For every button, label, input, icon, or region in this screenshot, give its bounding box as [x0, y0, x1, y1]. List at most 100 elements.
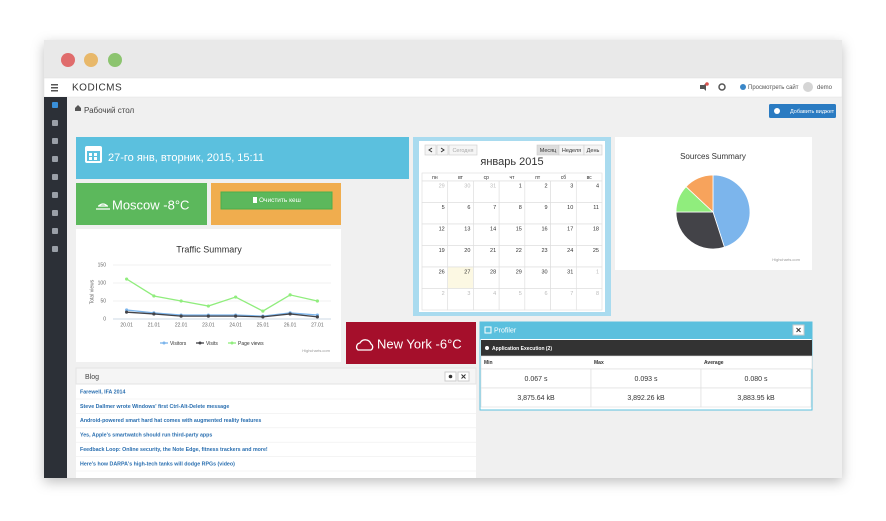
table-value: 0.093 s	[635, 376, 658, 383]
moscow-weather-widget	[76, 183, 207, 225]
data-point	[234, 314, 238, 318]
blog-title: Blog	[85, 374, 99, 381]
sidebar-icon[interactable]	[52, 102, 58, 108]
view-site-link[interactable]: Просмотреть сайт	[748, 84, 799, 91]
day-number: 31	[490, 183, 496, 189]
y-tick-label: 150	[98, 262, 107, 268]
settings-icon[interactable]	[718, 83, 726, 91]
legend-label[interactable]: Visits	[206, 341, 218, 347]
x-tick-label: 23.01	[202, 322, 215, 328]
sidebar-icon[interactable]	[52, 120, 58, 126]
calendar-button[interactable]	[583, 144, 603, 156]
legend-label[interactable]: Page views	[238, 341, 264, 347]
notification-icon[interactable]	[700, 83, 706, 91]
clear-cache-button[interactable]	[220, 191, 333, 210]
close-dot[interactable]	[61, 53, 75, 67]
weekday: вс	[587, 175, 593, 181]
sidebar-icon[interactable]	[52, 192, 58, 198]
section-icon	[485, 346, 489, 350]
sidebar-icon[interactable]	[52, 138, 58, 144]
sidebar-icons	[52, 102, 58, 252]
weekday: ср	[484, 175, 490, 181]
add-widget-label[interactable]: Добавить виджет	[790, 109, 835, 115]
profiler-header	[480, 322, 812, 339]
view-button[interactable]: Месяц	[540, 148, 557, 154]
minimize-dot[interactable]	[84, 53, 98, 67]
day-number: 7	[493, 205, 496, 211]
weekday: пт	[535, 175, 541, 181]
maximize-dot[interactable]	[108, 53, 122, 67]
home-icon	[75, 105, 81, 111]
day-number: 3	[467, 291, 470, 297]
page-title: Рабочий стол	[84, 106, 135, 115]
day-number: 29	[516, 269, 522, 275]
day-number: 24	[567, 248, 573, 254]
data-point	[206, 314, 210, 318]
legend-marker	[162, 341, 166, 345]
day-number: 30	[541, 269, 547, 275]
sidebar-icon[interactable]	[52, 210, 58, 216]
cloud-icon	[355, 339, 374, 351]
weekday: чт	[510, 175, 516, 181]
day-number: 6	[545, 291, 548, 297]
sidebar-icon[interactable]	[52, 246, 58, 252]
blog-link[interactable]: Feedback Loop: Online security, the Note…	[80, 447, 268, 453]
avatar[interactable]	[803, 82, 813, 92]
blog-link[interactable]: Android-powered smart hard hat comes wit…	[80, 418, 261, 424]
blog-link[interactable]: Steve Dallmer wrote Windows' first Ctrl-…	[80, 404, 229, 410]
profiler-icon	[484, 326, 492, 334]
profiler-title: Profiler	[494, 327, 517, 334]
today-button[interactable]: Сегодня	[452, 148, 473, 154]
trash-icon	[253, 197, 257, 203]
calendar-title: январь 2015	[480, 156, 543, 168]
date-widget	[76, 137, 409, 179]
calendar-button[interactable]	[448, 144, 478, 156]
table-value: 3,875.64 kB	[517, 395, 555, 402]
sidebar	[44, 97, 67, 478]
blog-link[interactable]: Here's how DARPA's high-tech tanks will …	[80, 461, 235, 467]
series-line	[126, 278, 318, 312]
chart-title: Traffic Summary	[176, 244, 242, 254]
day-number: 1	[519, 183, 522, 189]
add-widget-button[interactable]	[769, 104, 836, 118]
blog-widget	[76, 368, 476, 478]
view-button[interactable]: День	[587, 148, 600, 154]
profiler-section-title: Application Execution (2)	[492, 346, 552, 352]
clear-cache-label[interactable]: Очистить кеш	[259, 197, 301, 204]
sidebar-icon[interactable]	[52, 156, 58, 162]
blog-link[interactable]: Yes, Apple's smartwatch should run third…	[80, 433, 212, 439]
blog-link[interactable]: Farewell, IFA 2014	[80, 389, 125, 395]
calendar-button[interactable]	[424, 144, 437, 156]
next-icon	[440, 147, 445, 153]
sidebar-icon[interactable]	[52, 228, 58, 234]
data-point	[125, 310, 129, 314]
x-tick-label: 26.01	[284, 322, 297, 328]
user-name[interactable]: demo	[817, 85, 833, 91]
calendar-day[interactable]	[575, 288, 603, 311]
chart-title: Sources Summary	[680, 152, 746, 161]
data-point	[152, 294, 156, 298]
data-point	[288, 312, 292, 316]
menu-icon[interactable]	[51, 84, 58, 92]
brand[interactable]: KODICMS	[72, 83, 122, 94]
view-button[interactable]: Неделя	[562, 148, 581, 154]
table-value: 0.067 s	[525, 376, 548, 383]
day-number: 6	[467, 205, 470, 211]
calendar-button[interactable]	[436, 144, 449, 156]
weather-icon	[96, 203, 110, 210]
blog-header	[75, 367, 477, 385]
day-number: 17	[567, 226, 573, 232]
day-number: 28	[490, 269, 496, 275]
data-point	[234, 295, 238, 299]
globe-icon	[740, 84, 746, 90]
legend-label[interactable]: Visitors	[170, 341, 187, 347]
pie-slice	[712, 174, 751, 248]
sidebar-icon[interactable]	[52, 174, 58, 180]
notification-badge	[705, 82, 709, 86]
moscow-weather: Moscow -8°C	[112, 197, 189, 212]
gear-icon	[448, 374, 453, 379]
table-cell	[700, 387, 812, 408]
data-point	[288, 293, 292, 297]
day-number: 27	[464, 269, 470, 275]
